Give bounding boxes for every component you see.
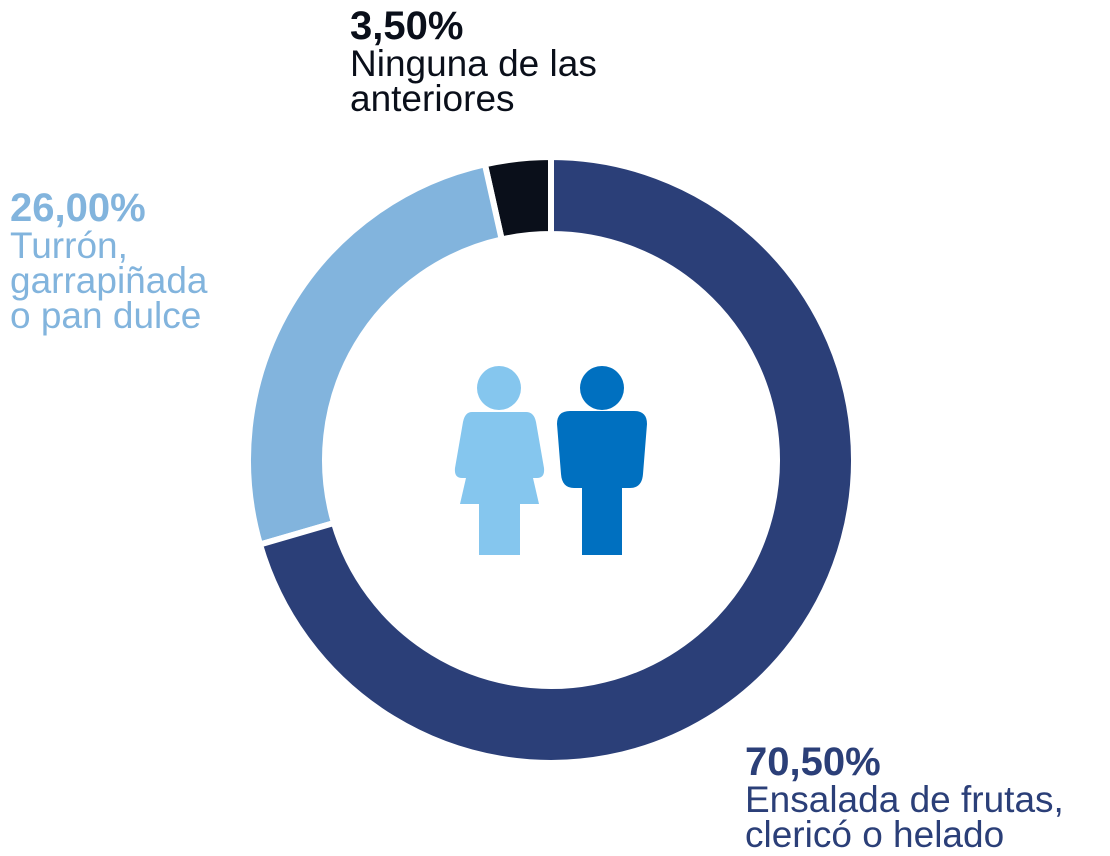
woman-head: [477, 366, 521, 410]
segment-label: 26,00% Turrón, garrapiñada o pan dulce: [10, 186, 208, 336]
woman-body: [454, 412, 545, 555]
man-head: [580, 366, 624, 410]
segment-label: 3,50% Ninguna de las anteriores: [350, 4, 597, 119]
value-label: 26,00%: [10, 186, 146, 230]
people-icon: [454, 366, 647, 555]
category-label: Turrón, garrapiñada o pan dulce: [10, 225, 208, 336]
donut-segment: [245, 160, 506, 549]
category-label: Ensalada de frutas, clericó o helado: [745, 779, 1064, 855]
man-body: [557, 411, 647, 555]
category-label: Ninguna de las anteriores: [350, 43, 597, 119]
value-label: 70,50%: [745, 740, 881, 784]
value-label: 3,50%: [350, 4, 464, 48]
donut-segment: [256, 153, 857, 766]
segment-label: 70,50% Ensalada de frutas, clericó o hela…: [745, 740, 1064, 855]
